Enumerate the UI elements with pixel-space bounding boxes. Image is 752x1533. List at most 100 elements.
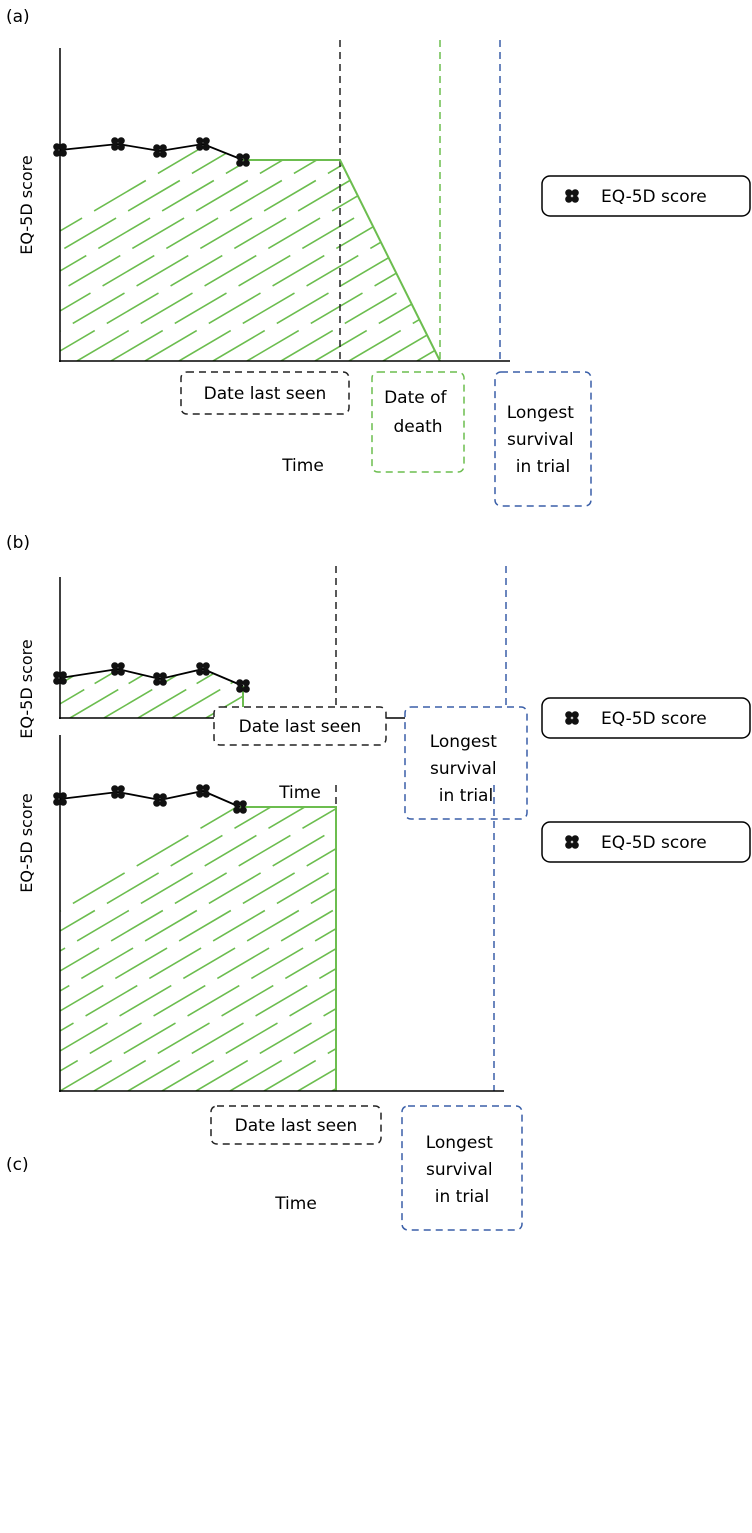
hatch-line	[451, 140, 752, 361]
hatch-line	[144, 144, 440, 361]
hatch-line	[60, 791, 275, 1091]
legend-box	[541, 821, 751, 863]
legend-label: EQ-5D score	[601, 709, 707, 729]
legend-box	[541, 697, 751, 739]
hatch-line	[60, 791, 336, 1091]
legend-marker-icon	[565, 835, 579, 849]
score-marker	[53, 143, 67, 157]
hatch-line	[60, 791, 336, 1091]
legend-label: EQ-5D score	[601, 187, 707, 207]
hatch-line	[178, 144, 440, 361]
hatch-line	[382, 144, 440, 361]
score-marker	[236, 153, 250, 167]
panel-letter: (b)	[6, 533, 30, 553]
hatch-line	[60, 791, 336, 1091]
score-marker	[565, 189, 579, 203]
hatch-line	[60, 791, 309, 1091]
hatch-line	[246, 144, 440, 361]
y-axis-label: EQ-5D score	[17, 639, 36, 739]
panel-letter: (c)	[6, 1155, 29, 1175]
panel-a: (a) EQ-5D score Date last seen Date of d…	[6, 7, 752, 507]
score-marker	[236, 679, 250, 693]
date-of-death-label: Date of death	[384, 388, 452, 437]
score-markers	[53, 662, 250, 693]
panel-c: (c) EQ-5D score Date last seen Longest s…	[6, 735, 751, 1231]
observed-score-line	[59, 790, 241, 808]
date-last-seen-box	[213, 706, 387, 746]
date-last-seen-box	[210, 1105, 382, 1145]
score-marker	[111, 785, 125, 799]
longest-survival-label: Longest survival in trial	[430, 732, 503, 806]
legend-marker-icon	[565, 711, 579, 725]
score-marker	[565, 711, 579, 725]
panel-b: (b) EQ-5D score Date last seen Longest s…	[6, 533, 751, 820]
hatch-line	[76, 144, 440, 361]
observed-score-line	[59, 668, 244, 687]
hatch-line	[171, 669, 243, 718]
legend-marker-icon	[565, 189, 579, 203]
hatch-line	[212, 144, 440, 361]
hatch-line	[229, 791, 336, 1091]
score-marker	[565, 835, 579, 849]
x-axis-label: Time	[278, 783, 321, 803]
longest-survival-label: Longest survival in trial	[507, 403, 580, 477]
hatch-line	[60, 791, 336, 1091]
longest-survival-label: Longest survival in trial	[426, 1133, 499, 1207]
x-axis-label: Time	[281, 456, 324, 476]
score-marker	[196, 137, 210, 151]
hatch-line	[93, 791, 336, 1091]
hatch-line	[60, 144, 284, 361]
score-markers	[53, 784, 247, 814]
x-axis-label: Time	[274, 1194, 317, 1214]
y-axis-label: EQ-5D score	[17, 793, 36, 893]
hatch-line	[314, 144, 440, 361]
legend-label: EQ-5D score	[601, 833, 707, 853]
legend: EQ-5D score	[541, 175, 751, 217]
hatch-line	[60, 144, 420, 361]
hatch-line	[416, 144, 440, 361]
score-marker	[196, 784, 210, 798]
date-of-death-box	[371, 371, 465, 473]
score-marker	[153, 672, 167, 686]
hatch-line	[348, 144, 440, 361]
hatch-line	[110, 144, 440, 361]
hatch-line	[127, 791, 336, 1091]
legend-box	[541, 175, 751, 217]
date-last-seen-label: Date last seen	[204, 384, 327, 404]
panel-letter: (a)	[6, 7, 30, 27]
longest-survival-box	[494, 371, 592, 507]
date-last-seen-box	[180, 371, 350, 415]
longest-survival-box	[404, 706, 528, 820]
score-marker	[233, 800, 247, 814]
score-marker	[111, 137, 125, 151]
legend: EQ-5D score	[541, 697, 751, 739]
hatch-line	[60, 144, 352, 361]
longest-survival-box	[401, 1105, 523, 1231]
observed-score-line	[59, 143, 244, 161]
score-marker	[153, 144, 167, 158]
hatch-line	[195, 791, 336, 1091]
score-marker	[111, 662, 125, 676]
score-marker	[196, 662, 210, 676]
score-marker	[53, 671, 67, 685]
score-marker	[53, 792, 67, 806]
hatch-line	[60, 791, 336, 1091]
hatch-line	[280, 144, 440, 361]
hatched-area-c	[60, 791, 336, 1091]
extrapolated-score-line	[243, 159, 441, 362]
score-markers	[53, 137, 250, 167]
score-marker	[153, 793, 167, 807]
hatch-line	[60, 144, 386, 361]
extrapolated-score-line	[240, 806, 337, 1091]
hatch-line	[60, 791, 336, 1091]
hatch-line	[60, 791, 336, 1091]
hatch-line	[60, 144, 250, 361]
hatch-line	[161, 791, 336, 1091]
y-axis-label: EQ-5D score	[17, 155, 36, 255]
legend: EQ-5D score	[541, 821, 751, 863]
hatched-area-a	[60, 140, 752, 361]
hatch-line	[60, 791, 336, 1091]
date-last-seen-label: Date last seen	[239, 717, 362, 737]
date-last-seen-label: Date last seen	[235, 1116, 358, 1136]
